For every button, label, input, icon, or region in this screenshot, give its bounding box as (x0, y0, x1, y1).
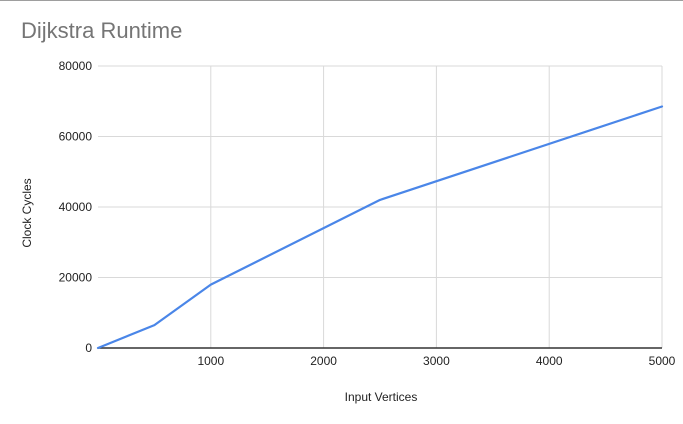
x-axis-label: Input Vertices (345, 390, 418, 404)
y-tick-label: 60000 (59, 130, 93, 144)
x-tick-label: 5000 (649, 354, 676, 368)
x-tick-label: 1000 (197, 354, 224, 368)
series-group (96, 105, 664, 350)
chart-title: Dijkstra Runtime (21, 18, 183, 43)
y-tick-label: 20000 (59, 271, 93, 285)
x-tick-label: 4000 (536, 354, 563, 368)
y-tick-label: 40000 (59, 200, 93, 214)
y-tick-label: 0 (85, 341, 92, 355)
tick-labels: 0 20000 40000 60000 80000 1000 2000 3000 4000 500… (59, 59, 676, 368)
series-line (96, 105, 664, 350)
x-tick-label: 3000 (423, 354, 450, 368)
x-tick-label: 2000 (310, 354, 337, 368)
y-axis-label: Clock Cycles (20, 178, 34, 247)
y-tick-label: 80000 (59, 59, 93, 73)
